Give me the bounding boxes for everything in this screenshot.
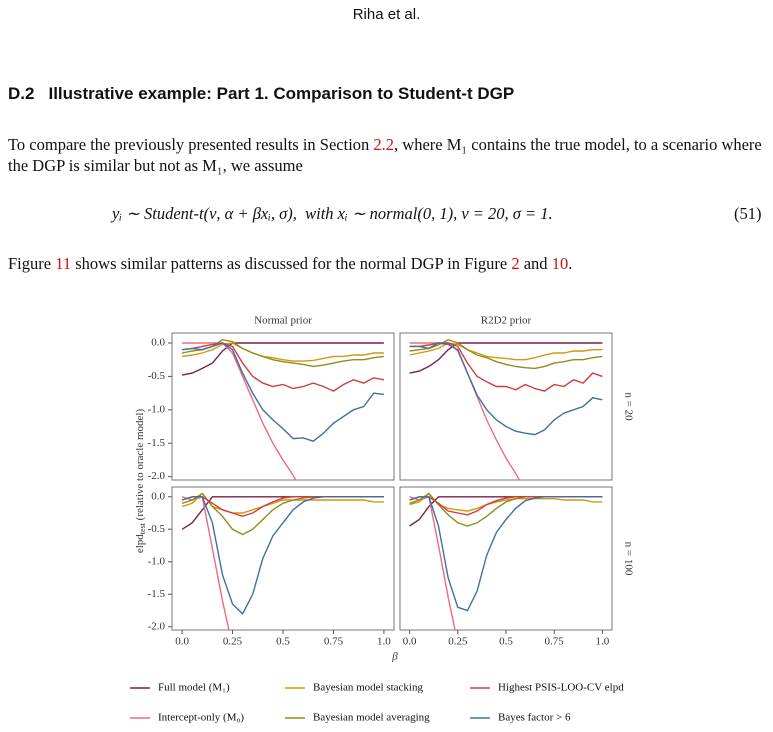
- text: To compare the previously presented resu…: [8, 135, 374, 154]
- section-number: D.2: [8, 84, 35, 103]
- legend-label: Bayesian model stacking: [313, 682, 423, 694]
- panel: [171, 332, 395, 481]
- series-line: [409, 342, 603, 392]
- series-line: [409, 342, 603, 361]
- series-line: [181, 496, 384, 615]
- x-tick-label: 0.75: [324, 636, 344, 648]
- y-axis-label: elpdtest (relative to oracle model): [134, 409, 147, 554]
- section-title: Illustrative example: Part 1. Comparison…: [48, 84, 515, 103]
- panel: [171, 486, 395, 631]
- y-tick-label: -0.5: [148, 523, 166, 535]
- x-tick-label: 0.5: [499, 636, 513, 648]
- series-line: [409, 496, 603, 612]
- legend: Full model (M₁) Intercept-only (M₀) Bayesi…: [130, 682, 624, 724]
- panel: [399, 332, 613, 481]
- y-tick-label: 0.0: [151, 337, 165, 349]
- legend-label: Bayesian model averaging: [313, 712, 430, 724]
- y-label-sub: test: [138, 522, 147, 534]
- facet-column-label: R2D2 prior: [481, 315, 532, 327]
- series-line: [181, 495, 230, 630]
- text: , where M₁ contains the true model, to a…: [8, 135, 762, 175]
- figure: elpdtest (relative to oracle model) β No…: [130, 315, 634, 724]
- x-tick-label: 1.0: [377, 636, 391, 648]
- x-tick-label: 1.0: [595, 636, 609, 648]
- series-line: [409, 338, 603, 370]
- series-line: [182, 342, 385, 392]
- y-tick-label: -2.0: [148, 470, 166, 482]
- section-link[interactable]: 2.2: [373, 135, 395, 154]
- facet-column-label: Normal prior: [254, 315, 312, 327]
- series-line: [409, 495, 456, 630]
- panel-lines: [409, 492, 603, 630]
- y-label-rest: (relative to oracle model): [134, 409, 146, 524]
- x-tick-label: 0.75: [545, 636, 565, 648]
- x-tick-label: 0.0: [403, 636, 417, 648]
- paragraph: To compare the previously presented resu…: [8, 134, 770, 176]
- section-heading: D.2 Illustrative example: Part 1. Compari…: [8, 84, 514, 104]
- series-line: [181, 492, 384, 514]
- panel-lines: [181, 492, 384, 630]
- x-tick-label: 0.5: [276, 636, 290, 648]
- equation: yᵢ ∼ Student-t(ν, α + βxᵢ, σ), with xᵢ ∼…: [112, 204, 553, 223]
- series-line: [409, 342, 603, 374]
- legend-label: Bayes factor > 6: [498, 712, 571, 724]
- panel-lines: [181, 338, 385, 480]
- x-tick-label: 0.25: [223, 636, 243, 648]
- y-tick-label: -0.5: [148, 370, 166, 382]
- facet-row-label: n = 100: [622, 542, 634, 576]
- x-tick-label: 0.0: [175, 636, 189, 648]
- x-axis-label: β: [391, 651, 398, 663]
- text: .: [568, 254, 573, 273]
- figure-link[interactable]: 2: [511, 254, 520, 273]
- series-line: [409, 342, 603, 436]
- text: and: [519, 254, 552, 273]
- series-line: [182, 342, 384, 362]
- y-label-main: elpd: [134, 534, 146, 553]
- legend-label: Full model (M₁): [158, 682, 230, 694]
- equation-number: (51): [734, 204, 762, 223]
- legend-label: Highest PSIS-LOO-CV elpd: [498, 682, 624, 694]
- paragraph: Figure 11 shows similar patterns as disc…: [8, 253, 770, 274]
- figure-link[interactable]: 11: [55, 254, 72, 273]
- series-line: [181, 342, 384, 376]
- y-tick-label: -1.0: [148, 555, 166, 567]
- facet-row-label: n = 20: [622, 392, 634, 421]
- text: Figure: [8, 254, 56, 273]
- y-tick-label: -1.0: [148, 403, 166, 415]
- series-line: [182, 342, 297, 480]
- text: shows similar patterns as discussed for …: [71, 254, 512, 273]
- running-header: Riha et al.: [352, 6, 421, 23]
- figure-link[interactable]: 10: [551, 254, 569, 273]
- x-tick-label: 0.25: [448, 636, 468, 648]
- series-line: [182, 342, 384, 442]
- y-tick-label: 0.0: [151, 490, 165, 502]
- legend-label: Intercept-only (M₀): [158, 712, 244, 724]
- y-tick-label: -1.5: [148, 588, 166, 600]
- y-tick-label: -1.5: [148, 437, 166, 449]
- y-tick-label: -2.0: [148, 620, 166, 632]
- panel-lines: [409, 338, 603, 480]
